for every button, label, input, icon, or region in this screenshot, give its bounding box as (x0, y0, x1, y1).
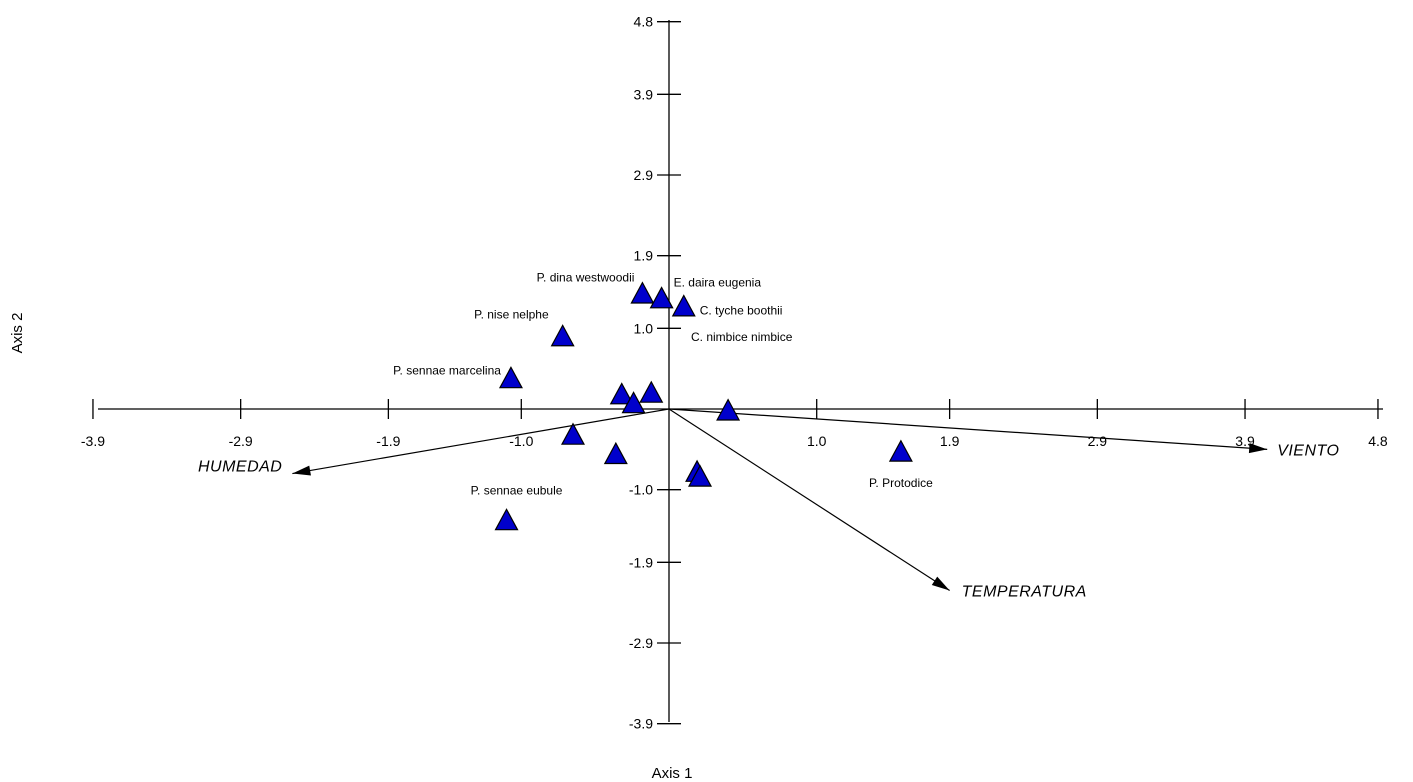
y-tick-label: 3.9 (634, 86, 654, 102)
species-label: P. Protodice (869, 476, 933, 490)
species-label: P. nise nelphe (474, 307, 549, 321)
species-label: P. sennae eubule (471, 483, 563, 497)
x-tick-label: -3.9 (81, 433, 105, 449)
x-tick-label: 2.9 (1088, 433, 1108, 449)
environment-vectors: VIENTO HUMEDAD TEMPERATURA (198, 408, 1339, 601)
x-tick-label: -2.9 (229, 433, 253, 449)
y-tick-label: -3.9 (629, 716, 653, 732)
vector-label: TEMPERATURA (962, 584, 1087, 601)
vector-label: HUMEDAD (198, 459, 282, 476)
species-marker (716, 398, 741, 421)
species-marker (649, 286, 674, 309)
x-tick-label: -1.0 (509, 433, 533, 449)
vector-line (668, 408, 950, 592)
x-axis-title: Axis 1 (652, 765, 693, 782)
species-marker (603, 441, 628, 465)
y-tick-label: 1.9 (634, 248, 654, 264)
species-label: C. tyche boothii (700, 304, 783, 318)
x-ticks: -3.9 -2.9 -1.9 -1.0 1.0 1.9 2.9 3.9 4.8 (81, 399, 1388, 449)
species-marker (498, 366, 523, 389)
y-axis-title: Axis 2 (9, 313, 26, 354)
annotation-label: C. nimbice nimbice (691, 330, 793, 344)
species-marker (639, 380, 664, 403)
y-tick-label: -1.0 (629, 482, 653, 498)
y-tick-label: 1.0 (634, 320, 654, 336)
species-marker (560, 422, 586, 445)
y-tick-label: -1.9 (629, 554, 653, 570)
species-marker (494, 508, 519, 531)
vector-label: VIENTO (1277, 442, 1339, 459)
species-marker (630, 281, 655, 304)
axes (98, 20, 1383, 722)
species-label: E. daira eugenia (674, 275, 762, 289)
species-label: P. dina westwoodii (537, 271, 635, 285)
y-ticks: 4.8 3.9 2.9 1.9 1.0 -1.0 -1.9 -2.9 -3.9 (629, 14, 681, 732)
vector-arrowhead (931, 576, 950, 591)
vector-line (292, 408, 670, 475)
vector-line (668, 408, 1268, 450)
species-marker (550, 324, 575, 347)
species-label: P. sennae marcelina (393, 363, 501, 377)
species-marker (671, 294, 696, 317)
species-marker (609, 382, 634, 405)
y-tick-label: -2.9 (629, 635, 653, 651)
x-tick-label: -1.9 (376, 433, 400, 449)
x-tick-label: 4.8 (1368, 433, 1388, 449)
x-tick-label: 1.9 (940, 433, 960, 449)
species-marker (888, 439, 913, 462)
vector-arrowhead (1248, 443, 1268, 454)
vector-arrowhead (292, 465, 311, 476)
y-tick-label: 2.9 (634, 167, 654, 183)
species-markers (494, 281, 913, 531)
species-marker (621, 391, 646, 414)
species-labels: P. dina westwoodii E. daira eugenia C. tyc… (393, 271, 933, 498)
y-tick-label: 4.8 (634, 14, 654, 30)
x-tick-label: 1.0 (807, 433, 827, 449)
species-marker (688, 464, 713, 487)
